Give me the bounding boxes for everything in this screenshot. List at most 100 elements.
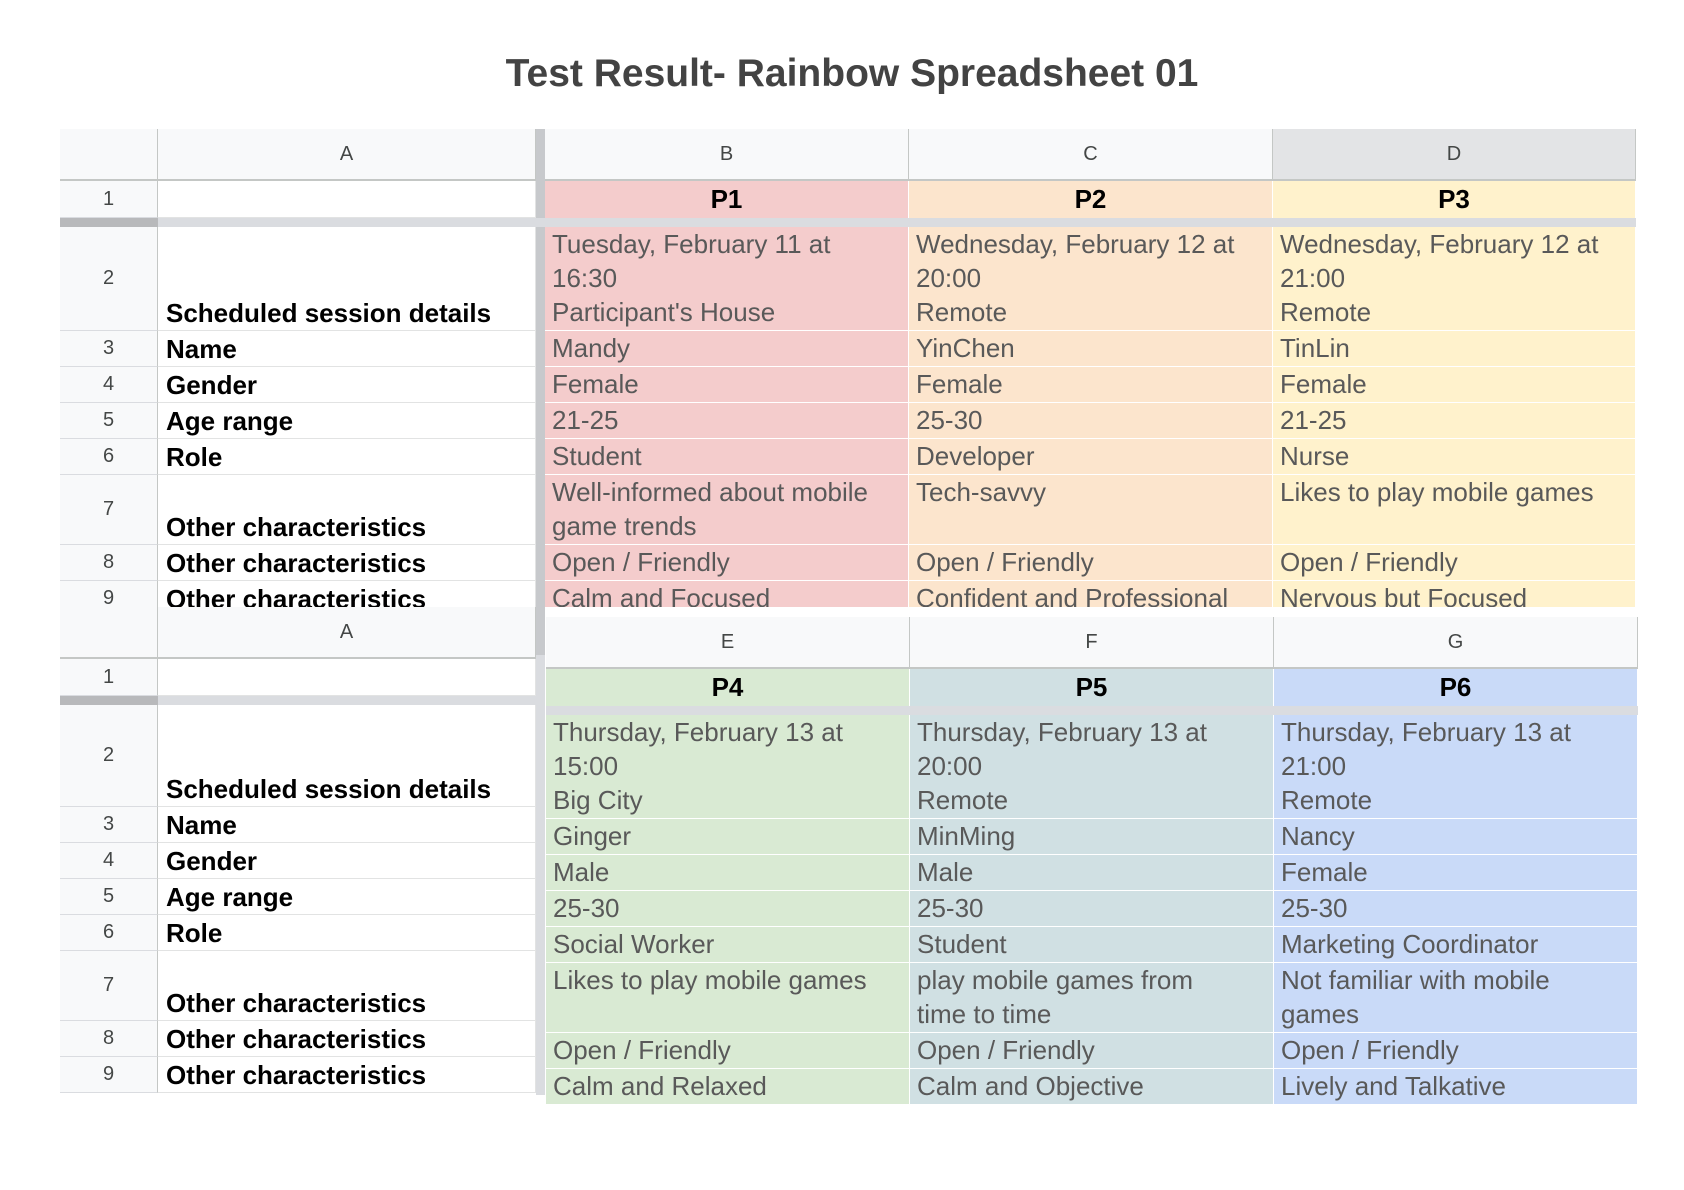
- column-header-a[interactable]: A: [158, 129, 536, 181]
- characteristic-3-p4[interactable]: Calm and Relaxed: [546, 1069, 910, 1105]
- age-p6[interactable]: 25-30: [1274, 891, 1638, 927]
- row-label-characteristics-1[interactable]: Other characteristics: [158, 475, 536, 545]
- session-details-p1[interactable]: Tuesday, February 11 at 16:30 Participan…: [545, 227, 909, 331]
- row-label-name[interactable]: Name: [158, 331, 536, 367]
- characteristic-1-p3[interactable]: Likes to play mobile games: [1273, 475, 1636, 545]
- frozen-column-divider[interactable]: [536, 129, 545, 607]
- session-details-p3[interactable]: Wednesday, February 12 at 21:00 Remote: [1273, 227, 1636, 331]
- characteristic-2-p2[interactable]: Open / Friendly: [909, 545, 1273, 581]
- row-header-2[interactable]: 2: [60, 705, 158, 807]
- role-p4[interactable]: Social Worker: [546, 927, 910, 963]
- characteristic-3-p3[interactable]: Nervous but Focused: [1273, 581, 1636, 607]
- characteristic-2-p3[interactable]: Open / Friendly: [1273, 545, 1636, 581]
- frozen-column-divider[interactable]: [536, 607, 545, 655]
- characteristic-2-p1[interactable]: Open / Friendly: [545, 545, 909, 581]
- row-header-8[interactable]: 8: [60, 545, 158, 581]
- name-p4[interactable]: Ginger: [546, 819, 910, 855]
- participant-header-p2[interactable]: P2: [909, 181, 1273, 218]
- column-header-e[interactable]: E: [546, 617, 910, 669]
- gender-p2[interactable]: Female: [909, 367, 1273, 403]
- frozen-row-divider-handle[interactable]: [60, 218, 158, 227]
- cell-a1[interactable]: [158, 659, 536, 696]
- row-header-1[interactable]: 1: [60, 659, 158, 696]
- row-label-gender[interactable]: Gender: [158, 367, 536, 403]
- row-header-1[interactable]: 1: [60, 181, 158, 218]
- row-label-gender[interactable]: Gender: [158, 843, 536, 879]
- row-label-name[interactable]: Name: [158, 807, 536, 843]
- role-p1[interactable]: Student: [545, 439, 909, 475]
- column-header-a[interactable]: A: [158, 607, 536, 659]
- role-p5[interactable]: Student: [910, 927, 1274, 963]
- age-p3[interactable]: 21-25: [1273, 403, 1636, 439]
- select-all-corner[interactable]: [60, 607, 158, 659]
- gender-p6[interactable]: Female: [1274, 855, 1638, 891]
- characteristic-3-p1[interactable]: Calm and Focused: [545, 581, 909, 607]
- column-header-g[interactable]: G: [1274, 617, 1638, 669]
- row-header-3[interactable]: 3: [60, 807, 158, 843]
- age-p5[interactable]: 25-30: [910, 891, 1274, 927]
- characteristic-2-p5[interactable]: Open / Friendly: [910, 1033, 1274, 1069]
- column-header-c[interactable]: C: [909, 129, 1273, 181]
- row-label-session[interactable]: Scheduled session details: [158, 705, 536, 807]
- frozen-column-divider[interactable]: [536, 655, 545, 1095]
- characteristic-1-p4[interactable]: Likes to play mobile games: [546, 963, 910, 1033]
- row-header-9[interactable]: 9: [60, 581, 158, 607]
- age-p2[interactable]: 25-30: [909, 403, 1273, 439]
- role-p3[interactable]: Nurse: [1273, 439, 1636, 475]
- age-p4[interactable]: 25-30: [546, 891, 910, 927]
- row-header-4[interactable]: 4: [60, 367, 158, 403]
- row-header-6[interactable]: 6: [60, 915, 158, 951]
- frozen-row-divider[interactable]: [546, 706, 1638, 715]
- row-label-age-range[interactable]: Age range: [158, 403, 536, 439]
- column-header-f[interactable]: F: [910, 617, 1274, 669]
- row-header-7[interactable]: 7: [60, 475, 158, 545]
- row-label-characteristics-2[interactable]: Other characteristics: [158, 1021, 536, 1057]
- cell-a1[interactable]: [158, 181, 536, 218]
- characteristic-3-p2[interactable]: Confident and Professional: [909, 581, 1273, 607]
- row-label-role[interactable]: Role: [158, 439, 536, 475]
- row-label-session[interactable]: Scheduled session details: [158, 227, 536, 331]
- participant-header-p6[interactable]: P6: [1274, 669, 1638, 706]
- characteristic-3-p5[interactable]: Calm and Objective: [910, 1069, 1274, 1105]
- row-header-6[interactable]: 6: [60, 439, 158, 475]
- row-header-5[interactable]: 5: [60, 403, 158, 439]
- participant-header-p3[interactable]: P3: [1273, 181, 1636, 218]
- name-p6[interactable]: Nancy: [1274, 819, 1638, 855]
- select-all-corner[interactable]: [60, 129, 158, 181]
- role-p6[interactable]: Marketing Coordinator: [1274, 927, 1638, 963]
- name-p5[interactable]: MinMing: [910, 819, 1274, 855]
- characteristic-3-p6[interactable]: Lively and Talkative: [1274, 1069, 1638, 1105]
- row-header-3[interactable]: 3: [60, 331, 158, 367]
- participant-header-p5[interactable]: P5: [910, 669, 1274, 706]
- name-p1[interactable]: Mandy: [545, 331, 909, 367]
- frozen-row-divider[interactable]: [158, 218, 1636, 227]
- characteristic-1-p2[interactable]: Tech-savvy: [909, 475, 1273, 545]
- characteristic-2-p6[interactable]: Open / Friendly: [1274, 1033, 1638, 1069]
- row-label-characteristics-1[interactable]: Other characteristics: [158, 951, 536, 1021]
- frozen-row-divider-handle[interactable]: [60, 696, 158, 705]
- session-details-p4[interactable]: Thursday, February 13 at 15:00 Big City: [546, 715, 910, 819]
- participant-header-p1[interactable]: P1: [545, 181, 909, 218]
- column-header-d[interactable]: D: [1273, 129, 1636, 181]
- session-details-p2[interactable]: Wednesday, February 12 at 20:00 Remote: [909, 227, 1273, 331]
- row-header-2[interactable]: 2: [60, 227, 158, 331]
- gender-p5[interactable]: Male: [910, 855, 1274, 891]
- name-p2[interactable]: YinChen: [909, 331, 1273, 367]
- row-header-7[interactable]: 7: [60, 951, 158, 1021]
- characteristic-1-p1[interactable]: Well-informed about mobile game trends: [545, 475, 909, 545]
- age-p1[interactable]: 21-25: [545, 403, 909, 439]
- row-label-age-range[interactable]: Age range: [158, 879, 536, 915]
- participant-header-p4[interactable]: P4: [546, 669, 910, 706]
- gender-p4[interactable]: Male: [546, 855, 910, 891]
- frozen-row-divider[interactable]: [158, 696, 536, 705]
- row-header-5[interactable]: 5: [60, 879, 158, 915]
- row-header-8[interactable]: 8: [60, 1021, 158, 1057]
- column-header-b[interactable]: B: [545, 129, 909, 181]
- session-details-p5[interactable]: Thursday, February 13 at 20:00 Remote: [910, 715, 1274, 819]
- session-details-p6[interactable]: Thursday, February 13 at 21:00 Remote: [1274, 715, 1638, 819]
- characteristic-1-p5[interactable]: play mobile games from time to time: [910, 963, 1274, 1033]
- name-p3[interactable]: TinLin: [1273, 331, 1636, 367]
- characteristic-2-p4[interactable]: Open / Friendly: [546, 1033, 910, 1069]
- row-label-role[interactable]: Role: [158, 915, 536, 951]
- gender-p3[interactable]: Female: [1273, 367, 1636, 403]
